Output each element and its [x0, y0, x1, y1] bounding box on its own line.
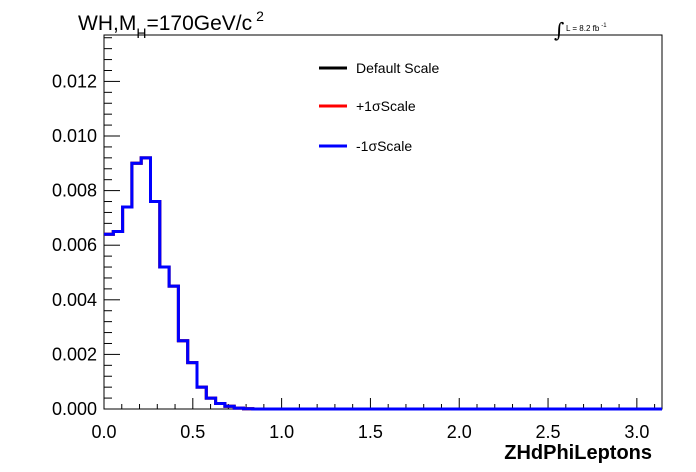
y-tick-label: 0.012: [52, 71, 97, 91]
x-tick-label: 2.5: [536, 422, 561, 442]
x-tick-label: 0.0: [91, 422, 116, 442]
x-tick-label: 1.0: [269, 422, 294, 442]
title-subscript: H: [136, 25, 146, 41]
luminosity-text: L = 8.2 fb: [566, 24, 600, 33]
title-prefix: WH,M: [78, 12, 136, 35]
x-tick-label: 1.5: [358, 422, 383, 442]
y-tick-label: 0.010: [52, 126, 97, 146]
x-axis: 0.0 0.5 1.0 1.5 2.0 2.5 3.0: [91, 398, 656, 442]
plot-title: WH,MH=170GeV/c 2: [78, 8, 264, 41]
legend-label: Default Scale: [356, 60, 439, 76]
luminosity-label: L = 8.2 fb -1: [566, 23, 607, 33]
luminosity-superscript: -1: [601, 23, 607, 29]
legend-label: +1σScale: [356, 98, 416, 114]
y-tick-label: 0.002: [52, 344, 97, 364]
y-tick-label: 0.008: [52, 181, 97, 201]
x-tick-label: 2.0: [447, 422, 472, 442]
y-axis: 0.000 0.002 0.004 0.006 0.008 0.010 0.012: [52, 37, 120, 419]
series-line-3: [104, 156, 662, 411]
series-layer: [104, 156, 662, 411]
x-tick-label: 0.5: [180, 422, 205, 442]
integral-icon: ∫: [554, 18, 564, 42]
series-line-1: [104, 156, 662, 411]
y-tick-label: 0.006: [52, 235, 97, 255]
title-superscript: 2: [256, 8, 264, 24]
legend-label: -1σScale: [356, 138, 412, 154]
y-tick-label: 0.000: [52, 399, 97, 419]
series-line-2: [104, 156, 662, 411]
y-tick-label: 0.004: [52, 290, 97, 310]
x-tick-label: 3.0: [624, 422, 649, 442]
title-suffix: =170GeV/c: [146, 12, 252, 35]
legend: Default Scale +1σScale -1σScale: [319, 60, 439, 154]
x-axis-title: ZHdPhiLeptons: [504, 442, 652, 464]
